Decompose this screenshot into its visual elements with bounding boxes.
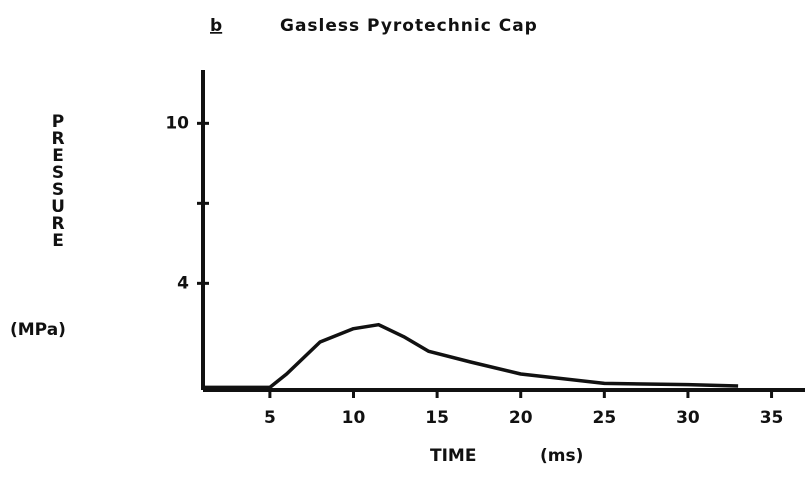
y-label: PRESSURE [48, 112, 68, 248]
panel-label: b [210, 16, 222, 36]
x-tick-label: 20 [509, 408, 533, 428]
y-unit: (MPa) [10, 320, 66, 340]
x-tick-label: 10 [342, 408, 366, 428]
y-tick-label: 4 [177, 273, 189, 293]
x-tick-label: 5 [264, 408, 276, 428]
line-series [203, 322, 739, 390]
y-tick-label: 10 [165, 113, 189, 133]
x-unit: (ms) [540, 446, 583, 466]
chart-title: Gasless Pyrotechnic Cap [280, 16, 538, 36]
x-tick-label: 30 [676, 408, 700, 428]
x-tick-label: 35 [760, 408, 784, 428]
x-label: TIME [430, 446, 476, 466]
x-tick-label: 25 [592, 408, 616, 428]
x-tick-label: 15 [425, 408, 449, 428]
